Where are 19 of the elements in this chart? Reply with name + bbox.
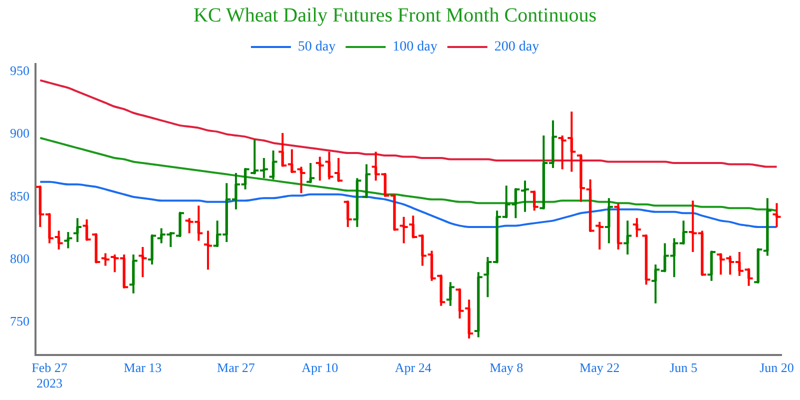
x-tick-label: Jun 20 (760, 360, 794, 376)
chart-title: KC Wheat Daily Futures Front Month Continuous (194, 4, 597, 26)
legend-label: 50 day (298, 40, 336, 55)
x-tick-label: Feb 27 2023 (32, 360, 68, 391)
x-tick-label: Mar 27 (217, 360, 256, 376)
x-tick-label: Apr 10 (302, 360, 338, 376)
x-tick-label: May 22 (580, 360, 620, 376)
x-tick-label: Mar 13 (124, 360, 162, 376)
y-tick-label: 750 (10, 314, 30, 329)
x-tick-label: Jun 5 (670, 360, 698, 376)
y-tick-label: 850 (10, 188, 30, 204)
x-tick-label: May 8 (490, 360, 524, 376)
x-tick-label: Apr 24 (394, 360, 432, 376)
y-tick-label: 900 (10, 126, 30, 141)
line-series (39, 79, 778, 168)
y-tick-label: 950 (10, 62, 30, 78)
legend-label: 100 day (392, 40, 438, 55)
y-tick-label: 800 (10, 250, 30, 266)
legend-label: 200 day (494, 40, 540, 55)
